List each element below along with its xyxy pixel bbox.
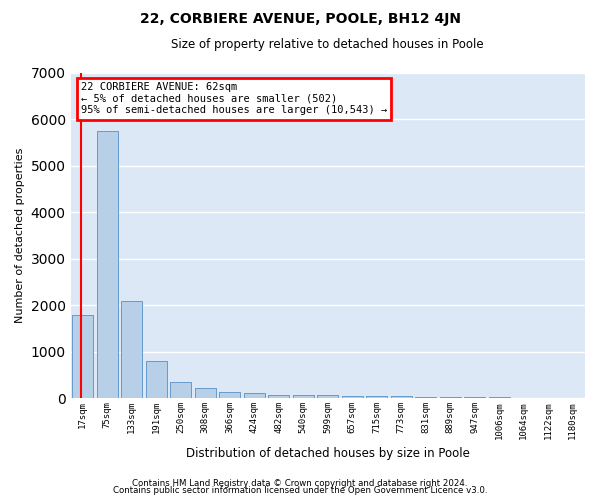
Bar: [342, 396, 362, 398]
Bar: [244, 393, 265, 398]
Text: 22 CORBIERE AVENUE: 62sqm
← 5% of detached houses are smaller (502)
95% of semi-: 22 CORBIERE AVENUE: 62sqm ← 5% of detach…: [81, 82, 387, 116]
Bar: [73, 316, 93, 398]
Bar: [97, 130, 118, 398]
Y-axis label: Number of detached properties: Number of detached properties: [15, 148, 25, 323]
Bar: [146, 361, 167, 399]
Bar: [367, 396, 387, 398]
Text: Contains public sector information licensed under the Open Government Licence v3: Contains public sector information licen…: [113, 486, 487, 495]
Bar: [195, 388, 215, 398]
Bar: [415, 397, 436, 398]
Text: Contains HM Land Registry data © Crown copyright and database right 2024.: Contains HM Land Registry data © Crown c…: [132, 478, 468, 488]
X-axis label: Distribution of detached houses by size in Poole: Distribution of detached houses by size …: [186, 447, 470, 460]
Bar: [220, 392, 240, 398]
Text: 22, CORBIERE AVENUE, POOLE, BH12 4JN: 22, CORBIERE AVENUE, POOLE, BH12 4JN: [139, 12, 461, 26]
Bar: [293, 395, 314, 398]
Bar: [317, 396, 338, 398]
Bar: [391, 396, 412, 398]
Bar: [440, 397, 461, 398]
Title: Size of property relative to detached houses in Poole: Size of property relative to detached ho…: [172, 38, 484, 51]
Bar: [268, 394, 289, 398]
Bar: [170, 382, 191, 398]
Bar: [121, 302, 142, 398]
